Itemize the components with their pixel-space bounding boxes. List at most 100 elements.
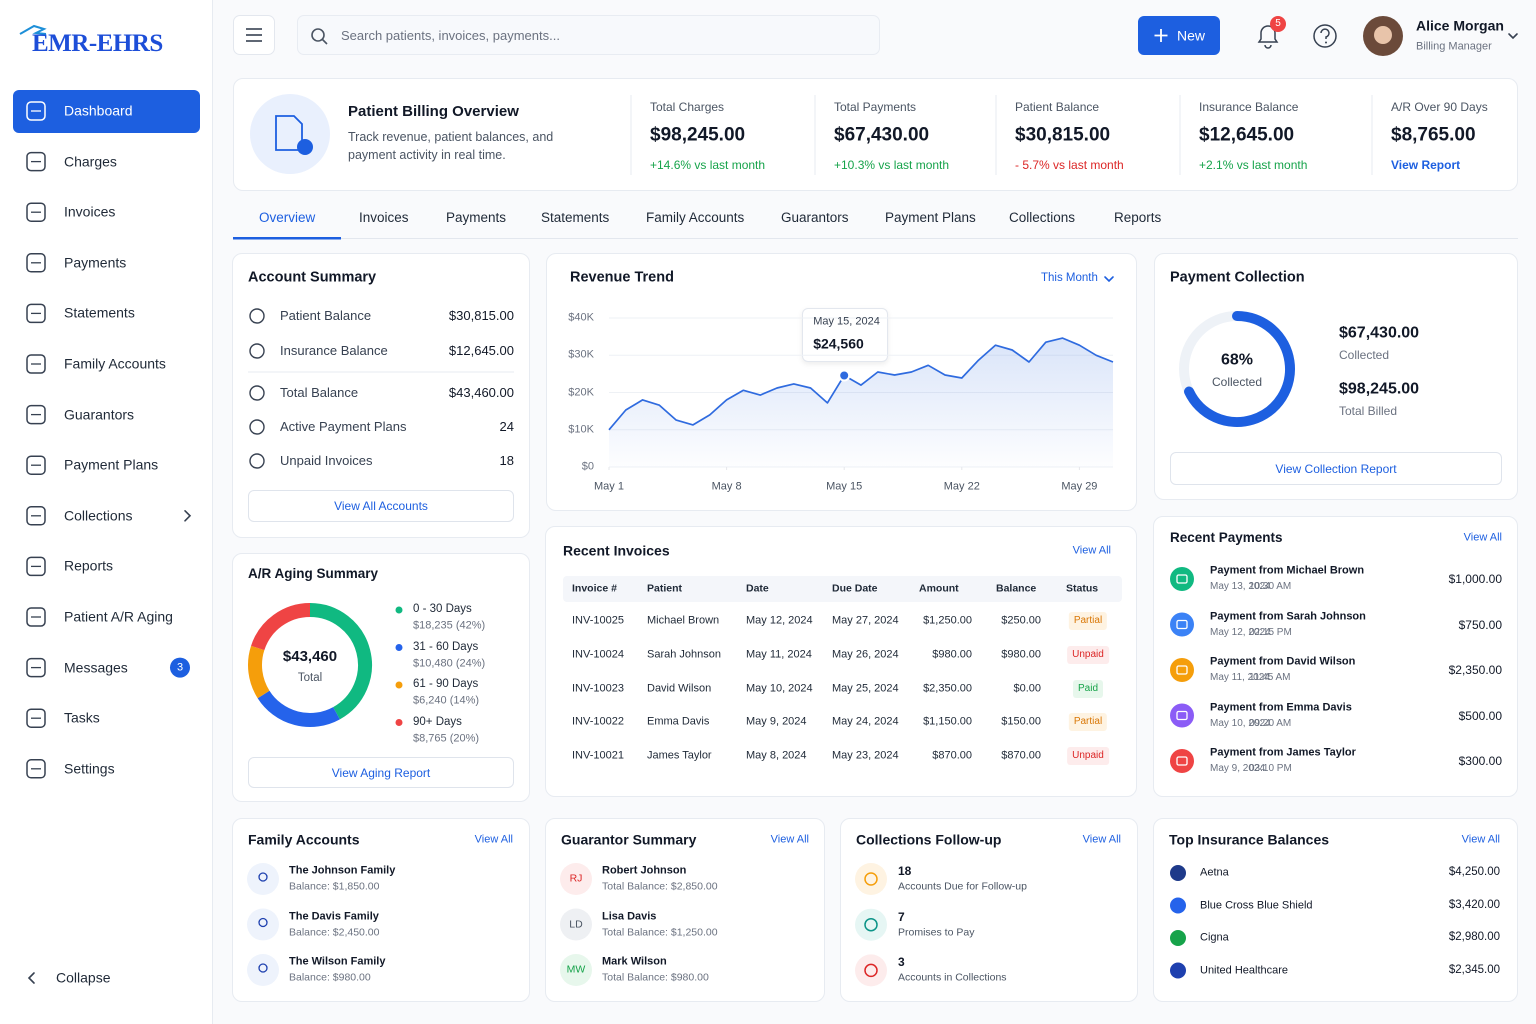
table-cell: Emma Davis — [647, 715, 710, 728]
nav-item[interactable]: Patient A/R Aging — [64, 608, 173, 625]
nav-badge: 3 — [176, 661, 184, 673]
view-all[interactable]: View All — [1463, 531, 1502, 544]
view-all[interactable]: View All — [474, 833, 513, 846]
payment-time: 11:45 AM — [1249, 672, 1291, 683]
card-title: Collections Follow-up — [856, 831, 1002, 848]
table-cell: INV-10021 — [572, 749, 624, 762]
nav-item[interactable]: Statements — [64, 304, 135, 321]
family-name: The Davis Family — [289, 909, 379, 922]
table-cell: $870.00 — [1001, 749, 1041, 762]
view-all-accounts-label[interactable]: View All Accounts — [334, 498, 428, 513]
view-aging-report-label[interactable]: View Aging Report — [331, 765, 431, 780]
new-button-label[interactable]: New — [1177, 27, 1206, 44]
view-all[interactable]: View All — [1461, 833, 1500, 846]
nav-item[interactable]: Payments — [64, 254, 127, 271]
followup-count: 18 — [898, 863, 912, 878]
tooltip-date: May 15, 2024 — [813, 314, 880, 327]
tab[interactable]: Reports — [1114, 209, 1162, 225]
collected-label: Collected — [1339, 347, 1390, 362]
ring-percent: 68% — [1220, 351, 1254, 369]
insurer-name: Cigna — [1200, 931, 1229, 944]
view-aging-report[interactable] — [248, 757, 514, 788]
tab[interactable]: Collections — [1009, 209, 1076, 225]
table-cell: $150.00 — [1001, 715, 1041, 728]
nav-item[interactable]: Invoices — [64, 203, 116, 220]
column-header: Invoice # — [572, 582, 617, 595]
legend-name: 90+ Days — [413, 715, 462, 728]
y-tick-label: $0 — [581, 460, 594, 473]
kpi-label: Insurance Balance — [1199, 99, 1299, 114]
tab[interactable]: Guarantors — [781, 209, 849, 225]
tab[interactable]: Family Accounts — [646, 209, 745, 225]
user-name[interactable]: Alice Morgan — [1416, 17, 1504, 34]
view-collection-report[interactable] — [1170, 452, 1502, 485]
card-title: Revenue Trend — [570, 269, 674, 286]
guarantor-balance: Total Balance: $2,850.00 — [602, 880, 718, 893]
search-placeholder: Search patients, invoices, payments... — [341, 28, 560, 44]
view-all-accounts[interactable] — [248, 490, 514, 522]
y-tick-label: $20K — [568, 385, 594, 398]
table-header — [563, 576, 1122, 602]
view-all[interactable]: View All — [1082, 833, 1121, 846]
chevron — [1508, 33, 1518, 40]
followup-label: Accounts Due for Follow-up — [898, 880, 1027, 893]
table-cell: Sarah Johnson — [647, 648, 721, 661]
nav-item[interactable]: Settings — [64, 760, 115, 777]
payment-time: 03:10 PM — [1249, 763, 1292, 774]
guarantor-name: Mark Wilson — [602, 955, 667, 968]
nav-item[interactable]: Messages — [64, 659, 128, 676]
menu-button[interactable] — [233, 15, 275, 55]
column-header: Amount — [919, 582, 959, 595]
tab[interactable]: Overview — [259, 209, 316, 225]
kpi-change: +2.1% vs last month — [1199, 157, 1308, 172]
new-button[interactable] — [1138, 16, 1220, 55]
payment-amount: $500.00 — [1458, 708, 1502, 723]
summary-label: Total Balance — [280, 385, 359, 401]
table-cell: $1,250.00 — [923, 614, 972, 627]
payment-amount: $2,350.00 — [1448, 662, 1502, 677]
table-cell: May 11, 2024 — [746, 648, 812, 661]
tab[interactable]: Statements — [541, 209, 610, 225]
x-tick-label: May 29 — [1061, 480, 1098, 493]
tab[interactable]: Invoices — [359, 209, 409, 225]
summary-label: Insurance Balance — [280, 343, 388, 359]
followup-label: Promises to Pay — [898, 926, 975, 939]
nav-item[interactable]: Charges — [64, 153, 117, 170]
payment-time: 02:15 PM — [1249, 626, 1292, 638]
nav-item[interactable]: Collections — [64, 507, 133, 524]
card-title: A/R Aging Summary — [248, 565, 379, 581]
view-all[interactable]: View All — [770, 833, 809, 846]
view-collection-report-label[interactable]: View Collection Report — [1275, 461, 1397, 476]
family-balance: Balance: $2,450.00 — [289, 926, 380, 939]
family-name: The Wilson Family — [289, 955, 386, 968]
collapse[interactable]: Collapse — [56, 969, 111, 986]
legend-value: $18,235 (42%) — [413, 619, 486, 632]
nav-item[interactable]: Family Accounts — [64, 355, 166, 372]
kpi-link[interactable]: View Report — [1391, 157, 1461, 172]
tab[interactable]: Payments — [446, 209, 507, 225]
kpi-value: $12,645.00 — [1199, 124, 1295, 146]
legend-value: $10,480 (24%) — [413, 656, 486, 669]
payment-amount: $1,000.00 — [1448, 571, 1502, 586]
insurance-card — [1153, 818, 1518, 1002]
nav-item[interactable]: Tasks — [64, 709, 100, 726]
payment-date: May 11, 2024 — [1210, 672, 1270, 683]
nav-item[interactable]: Payment Plans — [64, 456, 159, 473]
table-cell: May 26, 2024 — [832, 648, 899, 661]
collections-card — [840, 818, 1138, 1002]
nav-item[interactable]: Reports — [64, 557, 114, 574]
summary-label: Active Payment Plans — [280, 419, 407, 435]
card-title: Recent Invoices — [563, 542, 670, 559]
billed-amount: $98,245.00 — [1339, 380, 1420, 398]
tab[interactable]: Payment Plans — [885, 209, 976, 225]
overview-card — [233, 78, 1518, 191]
view-all[interactable]: View All — [1072, 544, 1111, 557]
nav-item[interactable]: Dashboard — [64, 102, 133, 119]
legend-name: 61 - 90 Days — [413, 678, 479, 691]
nav-item[interactable]: Guarantors — [64, 406, 135, 423]
overview-title: Patient Billing Overview — [348, 103, 519, 120]
period-select[interactable]: This Month — [1041, 272, 1098, 285]
search-box[interactable] — [297, 15, 880, 55]
revenue-card — [546, 253, 1137, 511]
